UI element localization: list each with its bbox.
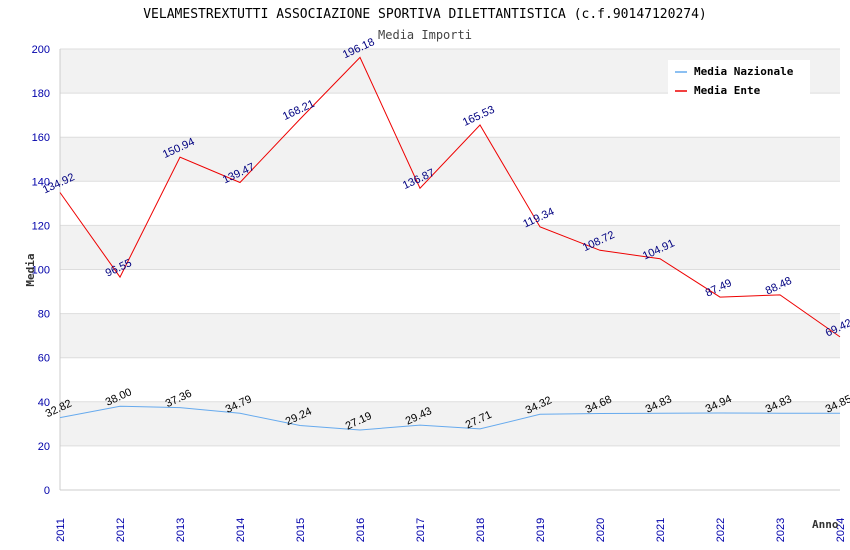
y-tick-label: 160 (32, 132, 50, 144)
background-band (60, 181, 840, 226)
y-axis-ticks: 0 20 40 60 80 100 120 140 160 180 200 (32, 44, 50, 497)
chart-title: VELAMESTREXTUTTI ASSOCIAZIONE SPORTIVA D… (143, 7, 707, 22)
x-tick-label: 2020 (595, 518, 607, 542)
legend-box (668, 60, 810, 98)
x-tick-label: 2023 (775, 518, 787, 542)
y-tick-label: 40 (38, 397, 50, 409)
background-band (60, 93, 840, 138)
x-tick-label: 2018 (475, 518, 487, 542)
y-tick-label: 200 (32, 44, 50, 56)
background-band (60, 401, 840, 446)
x-axis-ticks: 2011 2012 2013 2014 2015 2016 2017 2018 2019 2020… (55, 518, 847, 542)
x-tick-label: 2017 (415, 518, 427, 542)
legend-label-media-ente: Media Ente (694, 84, 761, 97)
x-tick-label: 2021 (655, 518, 667, 542)
y-tick-label: 180 (32, 88, 50, 100)
background-band (60, 225, 840, 270)
y-tick-label: 140 (32, 176, 50, 188)
x-tick-label: 2011 (55, 518, 67, 542)
x-tick-label: 2014 (235, 518, 247, 542)
x-axis-label: Anno (812, 518, 839, 531)
background-band (60, 137, 840, 182)
background-bands (60, 49, 840, 490)
series-lines (59, 56, 841, 431)
x-tick-label: 2019 (535, 518, 547, 542)
background-band (60, 357, 840, 402)
chart-subtitle: Media Importi (378, 28, 472, 42)
y-tick-label: 0 (44, 485, 50, 497)
x-tick-label: 2015 (295, 518, 307, 542)
series-line-media-ente (59, 56, 841, 338)
series-line-media-nazionale (59, 405, 840, 431)
y-tick-label: 120 (32, 220, 50, 232)
background-band (60, 445, 840, 490)
x-tick-label: 2013 (175, 518, 187, 542)
y-tick-label: 80 (38, 309, 50, 321)
background-band (60, 313, 840, 358)
x-tick-label: 2024 (835, 518, 847, 542)
x-tick-label: 2022 (715, 518, 727, 542)
y-tick-label: 60 (38, 353, 50, 365)
y-tick-label: 100 (32, 265, 50, 277)
legend: Media Nazionale Media Ente (668, 60, 810, 98)
y-axis-label: Media (24, 253, 37, 286)
background-band (60, 269, 840, 314)
x-tick-label: 2012 (115, 518, 127, 542)
legend-label-media-nazionale: Media Nazionale (694, 65, 794, 78)
y-tick-label: 20 (38, 441, 50, 453)
x-tick-label: 2016 (355, 518, 367, 542)
